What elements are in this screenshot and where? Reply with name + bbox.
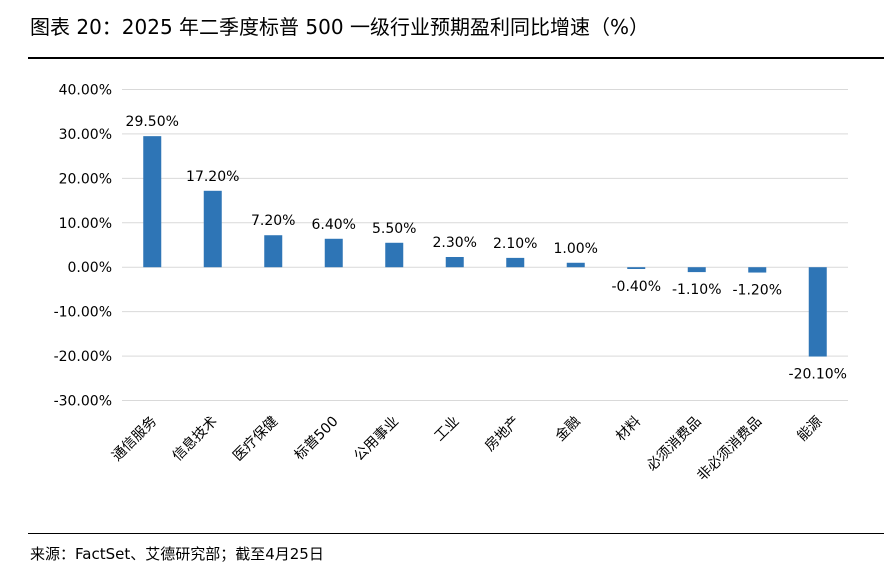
category-label: 工业 — [431, 414, 462, 445]
category-label: 公用事业 — [351, 414, 402, 465]
bar — [203, 190, 222, 268]
y-tick-label: 20.00% — [59, 171, 112, 187]
data-label: 1.00% — [554, 241, 598, 257]
bar — [264, 235, 283, 268]
title-divider — [28, 57, 884, 59]
category-label: 信息技术 — [169, 413, 221, 465]
bar — [445, 256, 464, 268]
gridlines — [122, 89, 848, 401]
bar — [687, 267, 706, 273]
data-label: -20.10% — [789, 367, 847, 383]
y-tick-label: 10.00% — [59, 216, 112, 232]
category-label: 金融 — [552, 414, 583, 445]
data-label: 2.30% — [433, 235, 477, 251]
bar — [324, 238, 343, 268]
category-label: 必须消费品 — [644, 414, 705, 475]
chart-title: 图表 20：2025 年二季度标普 500 一级行业预期盈利同比增速（%） — [30, 15, 649, 39]
category-label: 医疗保健 — [230, 414, 281, 465]
y-tick-label: -10.00% — [54, 305, 112, 321]
footer-divider — [28, 533, 884, 534]
data-label: 29.50% — [126, 114, 179, 130]
data-label: 5.50% — [372, 221, 416, 237]
bar — [808, 267, 827, 357]
bar — [566, 262, 585, 268]
category-label: 标普500 — [292, 414, 342, 464]
data-label: -1.20% — [732, 283, 782, 299]
bar — [506, 257, 525, 268]
data-label: -0.40% — [611, 279, 661, 295]
y-tick-label: 0.00% — [68, 260, 112, 276]
y-tick-label: 30.00% — [59, 127, 112, 143]
bar — [385, 242, 404, 268]
data-label: -1.10% — [672, 282, 722, 298]
x-axis-category-labels: 通信服务 信息技术 医疗保健 标普500 公用事业 工业 房地产 金融 材料 必须消费品非必须消费… — [109, 413, 825, 484]
y-axis-tick-labels: 40.00% 30.00% 20.00% 10.00% 0.00% -10.00% -20.… — [54, 83, 112, 410]
y-tick-label: -30.00% — [54, 394, 112, 410]
data-label: 6.40% — [312, 217, 356, 233]
source-note: 来源：FactSet、艾德研究部；截至4月25日 — [30, 545, 324, 563]
category-label: 非必须消费品 — [694, 414, 765, 485]
data-label: 2.10% — [493, 236, 537, 252]
category-label: 房地产 — [482, 414, 523, 455]
bars — [143, 136, 827, 357]
data-label: 17.20% — [186, 169, 239, 185]
category-label: 通信服务 — [109, 414, 160, 465]
bar — [748, 267, 767, 273]
data-labels: 29.50% 17.20% 7.20% 6.40% 5.50% 2.30% 2.10% 1.0… — [126, 114, 847, 382]
y-tick-label: -20.00% — [54, 349, 112, 365]
category-label: 能源 — [794, 414, 825, 445]
bar — [143, 136, 162, 268]
category-label: 材料 — [613, 414, 644, 445]
data-label: 7.20% — [251, 213, 295, 229]
bar — [627, 267, 646, 269]
y-tick-label: 40.00% — [59, 83, 112, 99]
